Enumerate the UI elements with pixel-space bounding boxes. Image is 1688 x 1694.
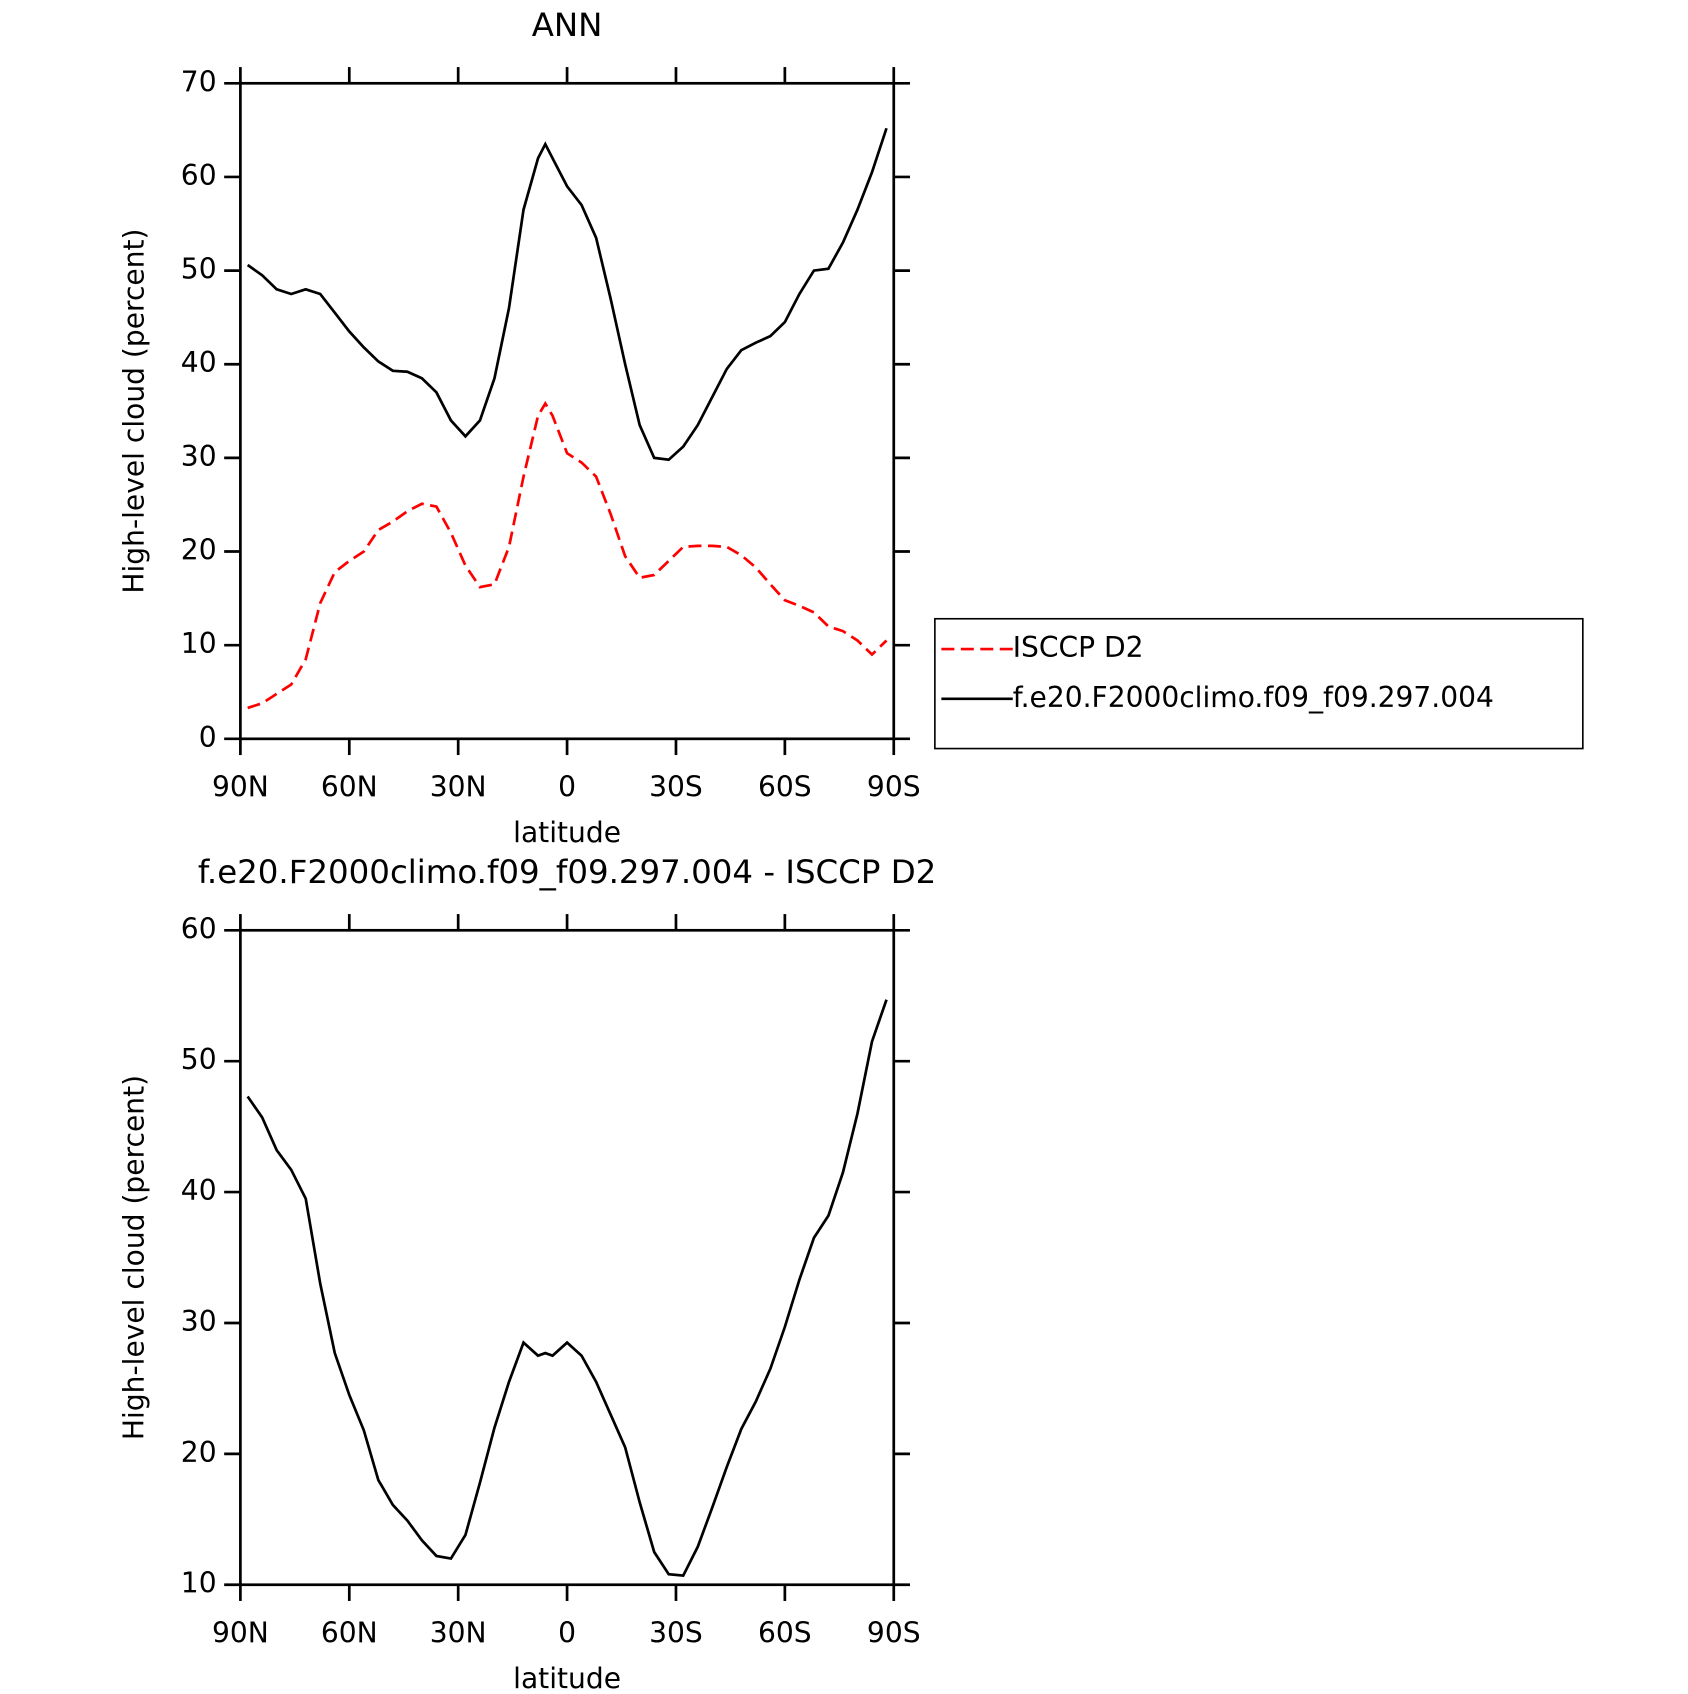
y-tick-label: 30 — [181, 440, 217, 473]
x-tick-label: 30S — [649, 771, 703, 804]
x-tick-label: 60S — [758, 771, 812, 804]
y-tick-label: 40 — [181, 1174, 217, 1207]
x-tick-label: 90S — [867, 771, 921, 804]
x-tick-label: 90N — [212, 771, 269, 804]
y-axis-label: High-level cloud (percent) — [117, 228, 150, 593]
chart-title: ANN — [532, 6, 603, 44]
y-axis-label: High-level cloud (percent) — [117, 1075, 150, 1440]
legend-label: ISCCP D2 — [1013, 631, 1144, 664]
x-tick-label: 90N — [212, 1617, 269, 1650]
x-tick-label: 90S — [867, 1617, 921, 1650]
x-tick-label: 30S — [649, 1617, 703, 1650]
x-tick-label: 0 — [558, 771, 576, 804]
legend-box — [934, 617, 1584, 750]
x-tick-label: 60S — [758, 1617, 812, 1650]
x-tick-label: 30N — [430, 1617, 487, 1650]
y-tick-label: 20 — [181, 1436, 217, 1469]
y-tick-label: 40 — [181, 346, 217, 379]
x-axis-label: latitude — [513, 816, 621, 849]
legend-label: f.e20.F2000climo.f09_f09.297.004 — [1013, 681, 1494, 714]
y-tick-label: 60 — [181, 159, 217, 192]
data-line — [246, 127, 888, 462]
y-tick-label: 20 — [181, 534, 217, 567]
y-tick-label: 10 — [181, 627, 217, 660]
y-tick-label: 30 — [181, 1305, 217, 1338]
y-tick-label: 50 — [181, 1043, 217, 1076]
data-line — [247, 400, 888, 710]
x-tick-label: 60N — [321, 771, 378, 804]
x-tick-label: 60N — [321, 1617, 378, 1650]
y-tick-label: 10 — [181, 1567, 217, 1600]
data-line — [246, 999, 888, 1578]
y-tick-label: 60 — [181, 912, 217, 945]
x-tick-label: 30N — [430, 771, 487, 804]
y-tick-label: 0 — [199, 721, 217, 754]
x-tick-label: 0 — [558, 1617, 576, 1650]
plot-frame — [239, 928, 896, 1587]
plot-frame — [239, 81, 896, 741]
y-tick-label: 50 — [181, 253, 217, 286]
x-axis-label: latitude — [513, 1662, 621, 1694]
y-tick-label: 70 — [181, 65, 217, 98]
chart-title: f.e20.F2000climo.f09_f09.297.004 - ISCCP… — [198, 853, 937, 891]
